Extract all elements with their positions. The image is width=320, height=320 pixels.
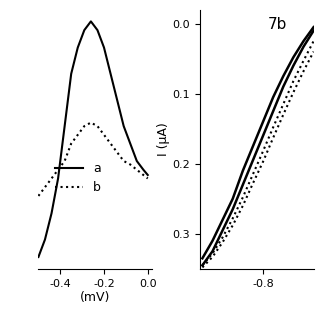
- X-axis label: (mV): (mV): [80, 291, 110, 304]
- Y-axis label: I (μA): I (μA): [156, 122, 170, 156]
- Text: 7b: 7b: [268, 17, 287, 32]
- Legend: a, b: a, b: [50, 157, 106, 199]
